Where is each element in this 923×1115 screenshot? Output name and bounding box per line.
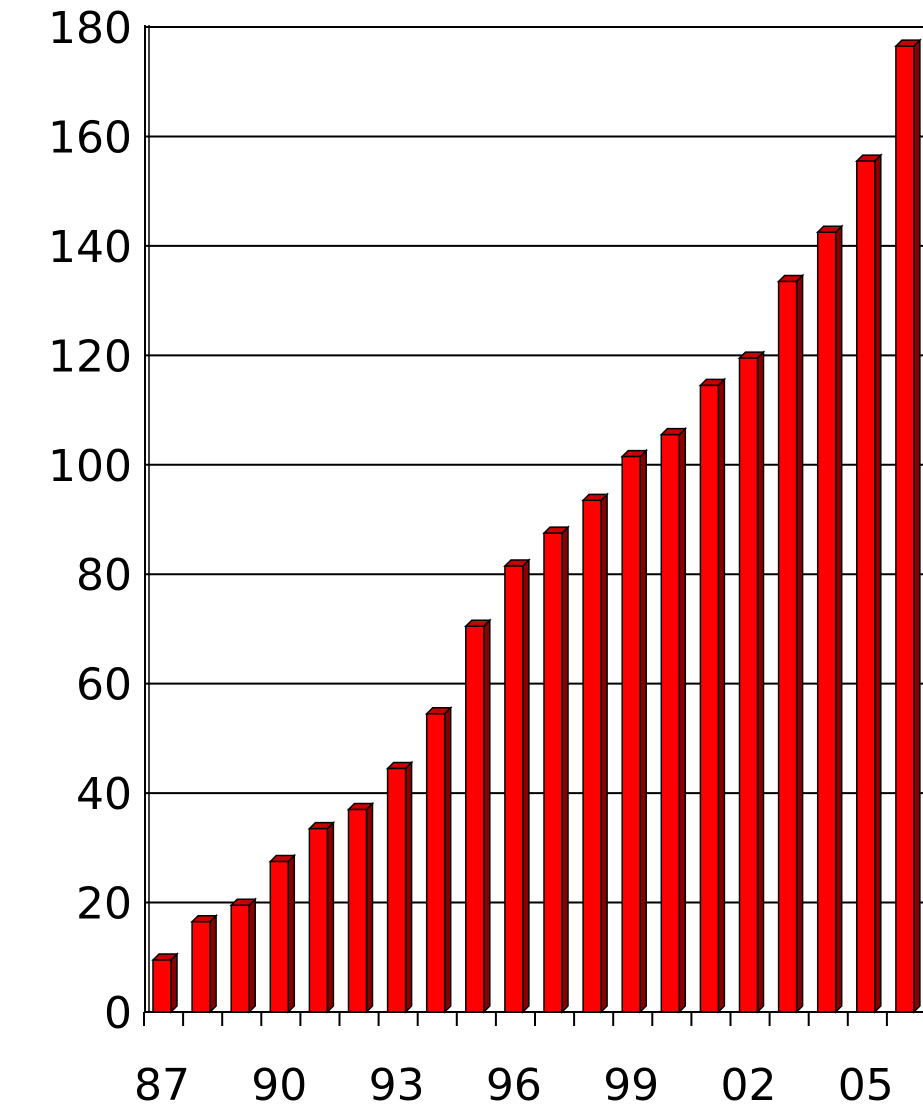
y-tick-label: 100 [48, 441, 132, 492]
bar [777, 280, 798, 1013]
bar-side [795, 273, 804, 1014]
bar [504, 565, 524, 1013]
bar-side [248, 897, 256, 1014]
bar [660, 433, 681, 1013]
x-tick-label: 90 [251, 1060, 307, 1111]
y-tick-label: 60 [76, 660, 132, 711]
bar [856, 160, 876, 1013]
y-tick-label: 180 [48, 3, 132, 54]
x-tick-label: 87 [134, 1060, 190, 1111]
bar-side [287, 853, 296, 1014]
bar-side [756, 350, 765, 1014]
y-tick-label: 40 [76, 769, 132, 820]
bar-side [170, 952, 178, 1014]
bar [152, 959, 172, 1013]
bar-side [717, 377, 726, 1014]
bar-side [326, 820, 335, 1014]
bar [465, 625, 485, 1013]
bar [738, 357, 759, 1013]
bar [895, 45, 915, 1013]
bar-side [834, 224, 843, 1014]
y-tick-label: 20 [76, 879, 132, 930]
bar-side [874, 153, 882, 1014]
x-tick-label: 02 [721, 1060, 777, 1111]
bar-side [404, 760, 413, 1014]
x-tick-label: 99 [603, 1060, 659, 1111]
bar [347, 808, 368, 1013]
x-tick-label: 93 [369, 1060, 425, 1111]
bar-side [365, 801, 374, 1014]
bar-side [209, 913, 217, 1014]
bar-side [639, 448, 647, 1014]
bar [230, 904, 250, 1013]
y-tick-label: 0 [104, 988, 132, 1039]
bar-side [522, 558, 530, 1014]
bar-side [443, 705, 452, 1014]
bar [816, 231, 837, 1013]
y-tick-label: 160 [48, 112, 132, 163]
bar [582, 499, 602, 1013]
bar [386, 767, 407, 1013]
bar-side [483, 618, 491, 1014]
bar [425, 713, 446, 1013]
bar [191, 920, 211, 1013]
x-tick-label: 96 [486, 1060, 542, 1111]
bar-side [913, 38, 921, 1014]
bar [621, 455, 641, 1013]
y-tick-label: 80 [76, 550, 132, 601]
bar [308, 827, 329, 1013]
bar-side [600, 492, 608, 1014]
bar [269, 860, 290, 1013]
bar-side [678, 426, 687, 1014]
y-tick-label: 140 [48, 222, 132, 273]
bar [543, 532, 563, 1013]
x-tick-label: 05 [838, 1060, 894, 1111]
y-tick-label: 120 [48, 331, 132, 382]
bar [699, 384, 720, 1013]
bar-side [561, 525, 569, 1014]
